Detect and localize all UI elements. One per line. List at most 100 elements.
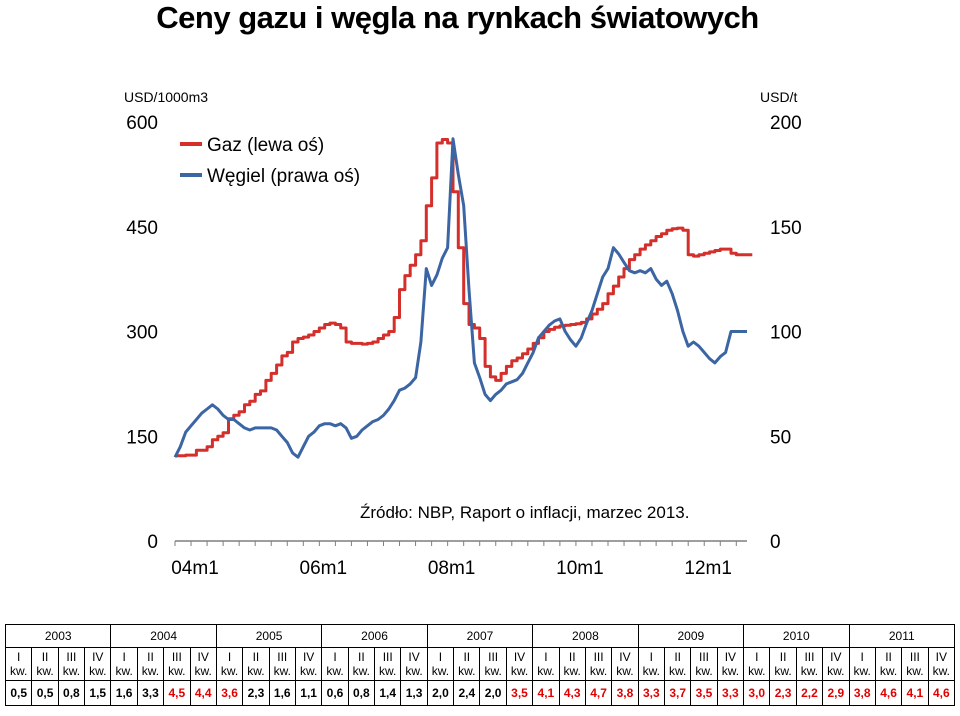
data-series	[173, 137, 753, 459]
quarter-header-cell: III kw.	[795, 647, 824, 681]
value-cell: 2,3	[769, 680, 797, 706]
year-header-cell: 2009	[637, 624, 745, 648]
value-cell: 4,3	[558, 680, 586, 706]
quarter-header-cell: II kw.	[136, 647, 165, 681]
y-right-tick-label: 200	[770, 113, 802, 134]
y-right-tick-label: 150	[770, 218, 802, 239]
value-cell: 0,5	[31, 680, 59, 706]
legend-label: Węgiel (prawa oś)	[207, 166, 360, 187]
value-cell: 2,9	[822, 680, 850, 706]
year-header-cell: 2003	[4, 624, 112, 648]
value-cell: 0,8	[347, 680, 376, 706]
year-header-cell: 2011	[848, 624, 955, 648]
value-cell: 2,3	[242, 680, 270, 706]
value-cell: 3,7	[663, 680, 692, 706]
quarter-header-cell: II kw.	[663, 647, 692, 681]
coal-series-line	[173, 137, 747, 459]
year-header-cell: 2010	[743, 624, 850, 648]
value-cell: 3,3	[136, 680, 165, 706]
year-header-cell: 2006	[321, 624, 428, 648]
year-header-cell: 2008	[532, 624, 639, 648]
source-note: Źródło: NBP, Raport o inflacji, marzec 2…	[360, 503, 689, 522]
y-left-tick-label: 600	[126, 113, 158, 134]
quarter-header-cell: III kw.	[268, 647, 296, 681]
value-cell: 0,6	[321, 680, 349, 706]
value-cell: 3,6	[215, 680, 244, 706]
gas-series-line	[175, 138, 753, 458]
value-cell: 0,8	[57, 680, 86, 706]
value-cell: 1,6	[268, 680, 296, 706]
y-right-tick-label: 0	[770, 532, 781, 553]
value-cell: 1,5	[84, 680, 112, 706]
value-cell: 3,5	[505, 680, 534, 706]
value-cell: 4,1	[901, 680, 929, 706]
quarter-header-cell: II kw.	[874, 647, 903, 681]
value-cell: 2,2	[795, 680, 824, 706]
y-left-tick-label: 450	[126, 218, 158, 239]
line-chart: 0 150 300 450 600 0 50 100 150 200 04m1 06m1 08m1 10m…	[124, 89, 802, 579]
value-cell: 3,0	[743, 680, 771, 706]
y-right-tick-label: 100	[770, 323, 802, 344]
y-axis-left-label: USD/1000m3	[124, 89, 208, 105]
year-header-cell: 2005	[215, 624, 323, 648]
value-cell: 4,5	[163, 680, 191, 706]
quarter-header-cell: II kw.	[558, 647, 586, 681]
value-cell: 4,6	[874, 680, 903, 706]
quarter-header-cell: II kw.	[347, 647, 376, 681]
x-tick-label: 06m1	[300, 558, 348, 579]
legend-label: Gaz (lewa oś)	[207, 135, 324, 156]
value-cell: 4,1	[532, 680, 560, 706]
quarter-header-cell: IV kw.	[294, 647, 323, 681]
year-header-cell: 2007	[426, 624, 534, 648]
value-cell: 2,0	[479, 680, 507, 706]
y-left-tick-label: 300	[126, 323, 158, 344]
quarter-header-cell: III kw.	[374, 647, 402, 681]
year-header-cell: 2004	[110, 624, 217, 648]
value-cell: 3,3	[637, 680, 665, 706]
quarter-header-cell: III kw.	[479, 647, 507, 681]
x-tick-label: 12m1	[684, 558, 732, 579]
value-cell: 3,3	[716, 680, 745, 706]
y-right-tick-label: 50	[770, 427, 791, 448]
value-cell: 3,8	[848, 680, 876, 706]
value-row: 0,5 0,5 0,8 1,5 1,6 3,3 4,5 4,4 3,6 2,3 1,6 1,1 0,6 0…	[4, 680, 956, 706]
value-cell: 1,6	[110, 680, 138, 706]
quarter-header-cell: II kw.	[769, 647, 797, 681]
chart-legend: Gaz (lewa oś) Węgiel (prawa oś)	[180, 135, 360, 187]
quarter-header-cell: II kw.	[31, 647, 59, 681]
value-cell: 1,1	[294, 680, 323, 706]
value-cell: 3,5	[690, 680, 718, 706]
quarter-header-cell: III kw.	[690, 647, 718, 681]
value-cell: 0,5	[4, 680, 33, 706]
quarter-header-cell: IV kw.	[84, 647, 112, 681]
x-tick-label: 08m1	[428, 558, 476, 579]
value-cell: 1,4	[374, 680, 402, 706]
quarter-header-cell: II kw.	[453, 647, 481, 681]
value-cell: 2,0	[426, 680, 455, 706]
y-left-tick-label: 150	[126, 427, 158, 448]
value-cell: 4,7	[584, 680, 613, 706]
quarter-header-cell: IV kw.	[822, 647, 850, 681]
quarter-header-cell: II kw.	[242, 647, 270, 681]
chart-axes: 0 150 300 450 600 0 50 100 150 200 04m1 06m1 08m1 10m…	[126, 113, 801, 579]
quarter-header-cell: IV kw.	[716, 647, 745, 681]
quarter-header-cell: III kw.	[57, 647, 86, 681]
quarter-header-cell: IV kw.	[927, 647, 956, 681]
quarter-header-cell: IV kw.	[189, 647, 217, 681]
y-left-tick-label: 0	[147, 532, 158, 553]
value-cell: 1,3	[400, 680, 428, 706]
y-axis-right-label: USD/t	[760, 89, 797, 105]
value-cell: 4,6	[927, 680, 956, 706]
quarter-header-cell: III kw.	[901, 647, 929, 681]
